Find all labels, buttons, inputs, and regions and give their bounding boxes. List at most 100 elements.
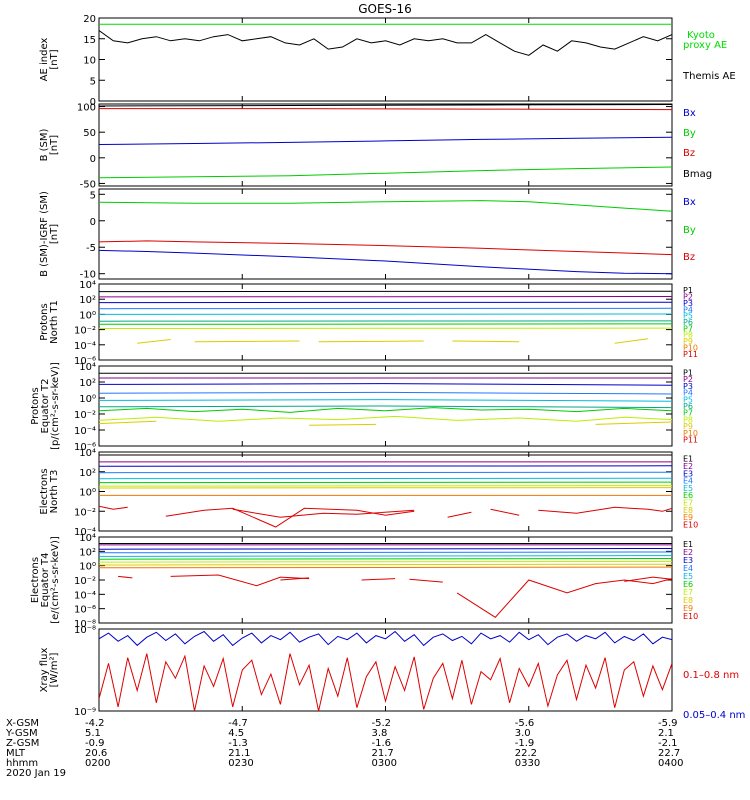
ephemeris-value: 2.1 [658,728,674,739]
series-bx [99,136,672,145]
y-axis-label: North T3 [49,470,60,514]
legend-item: Bz [683,252,695,263]
legend-item: proxy AE [683,40,727,51]
series-e10d [447,511,472,518]
legend-item: E10 [683,520,698,529]
legend-item: E7 [683,498,693,507]
row-label: Z-GSM [6,738,39,749]
legend-item: P11 [683,350,698,359]
legend-item: Bx [683,108,696,119]
series-p9d [452,340,520,343]
ephemeris-value: 3.8 [372,728,388,739]
plot-frame [98,451,673,532]
series-e10f [538,506,672,514]
legend-item: E1 [683,540,693,549]
legend-item: E5 [683,484,693,493]
series-e10e [409,578,443,583]
legend-item: Bz [683,148,695,159]
ephemeris-value: -1.9 [515,738,535,749]
plot-frame [98,17,673,102]
ephemeris-value: -5.2 [372,718,392,729]
ephemeris-value: 22.2 [515,748,537,759]
legend-item: P8 [683,415,693,424]
y-tick-label: 10⁻⁶ [74,356,96,367]
legend-item: P6 [683,402,693,411]
y-tick-label: 10⁻² [74,326,96,337]
series-p9c [595,421,672,425]
series-bz [99,240,672,256]
legend-item: P10 [683,343,698,352]
series-e7 [99,485,672,487]
legend-item: E9 [683,513,693,522]
y-axis-label: Equator T2 [40,379,51,434]
series-e10e [490,508,520,516]
ephemeris-value: 5.1 [85,728,101,739]
legend-item: P2 [683,293,693,302]
ephemeris-value: 21.1 [228,748,250,759]
series-e5 [99,477,672,480]
y-tick-label: 5 [90,76,96,87]
legend-item: Kyoto [687,30,715,41]
row-label: MLT [6,748,26,759]
ephemeris-value: -4.7 [228,718,248,729]
series-e9 [99,566,672,569]
series-p8 [99,415,672,422]
y-tick-label: 10⁴ [79,448,96,459]
series-p9b [194,340,300,343]
ephemeris-value: -5.9 [658,718,678,729]
series-e10g [624,576,672,582]
series-e10a [118,575,133,579]
y-axis-label: [nT] [49,49,60,69]
series-e10b [165,507,415,528]
series-e3 [99,465,672,467]
series-e5 [99,555,672,557]
series-p9e [614,338,649,344]
legend-item: E2 [683,548,693,557]
y-tick-label: 10⁴ [79,533,96,544]
legend-item: P2 [683,375,693,384]
series-e4 [99,471,672,474]
y-axis-label: B (SM)-IGRF (SM) [39,191,50,277]
ephemeris-value: -4.2 [85,718,105,729]
series-e10c [280,577,310,581]
y-axis-label: [e/(cm²-s-sr-keV)] [50,536,61,624]
y-tick-label: 10⁻⁹ [74,707,96,718]
y-tick-label: 10⁻⁸ [74,619,96,630]
legend-item: P10 [683,429,698,438]
legend-item: P4 [683,305,693,314]
ephemeris-value: -0.9 [85,738,105,749]
legend-item: By [683,128,696,139]
y-tick-label: 10⁴ [79,362,96,373]
y-axis-label: Electrons [39,468,50,514]
legend-item: E4 [683,564,693,573]
y-axis-label: AE index [39,38,50,82]
series-0-1-0-8-nm [99,653,672,711]
series-p9c [318,340,424,343]
legend-item: 0.1–0.8 nm [683,670,739,681]
row-label: hhmm [6,758,38,769]
series-p6 [99,405,672,409]
y-tick-label: 10² [79,468,96,479]
legend-item: E3 [683,556,693,565]
ephemeris-value: 4.5 [228,728,244,739]
legend-item: P7 [683,324,693,333]
legend-item: P3 [683,299,693,308]
legend-item: P11 [683,436,698,445]
y-tick-label: 10⁴ [79,280,96,291]
legend-item: P6 [683,318,693,327]
y-tick-label: 10⁻⁴ [74,341,96,352]
legend-item: Themis AE [682,71,736,82]
y-tick-label: 20 [83,14,96,25]
chart-title: GOES-16 [358,2,412,16]
series-p5 [99,399,672,402]
y-tick-label: 10⁰ [79,394,96,405]
panel-ee: 10⁴ 10² 10⁰ 10⁻² 10⁻⁴ 10⁻⁶ 10⁻⁸ Electrons Equato… [30,533,698,630]
y-tick-label: 10⁻² [74,507,96,518]
legend-item: P5 [683,312,693,321]
legend-item: P9 [683,422,693,431]
y-tick-label: 10⁰ [79,562,96,573]
ephemeris-value: 0400 [658,758,683,769]
y-tick-label: 10² [79,547,96,558]
series-p9a [137,339,171,344]
